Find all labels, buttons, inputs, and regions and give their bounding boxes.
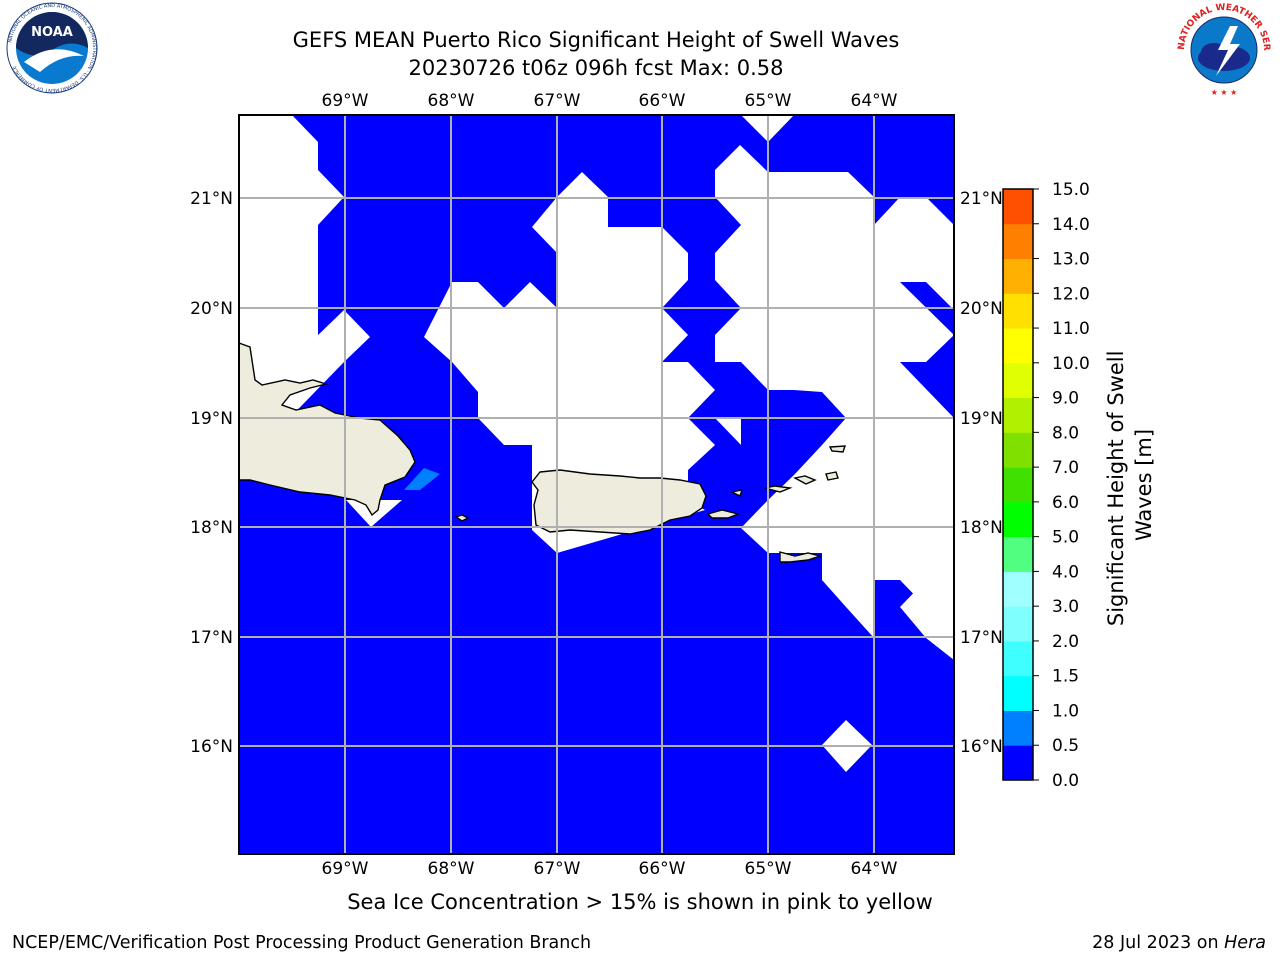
colorbar: 15.0 14.0 13.0 12.0 11.0 10.0 9.0 8.0 7.0 6.0 5.0 4… (1002, 180, 1156, 791)
footer-credit: NCEP/EMC/Verification Post Processing Pr… (12, 933, 592, 953)
colorbar-tick-label: 12.0 (1052, 284, 1090, 304)
st-croix-island (779, 551, 823, 563)
lon-label-bottom: 66°W (639, 859, 686, 879)
colorbar-cell (1003, 606, 1033, 642)
colorbar-tick-label: 0.5 (1052, 736, 1079, 756)
colorbar-tick-label: 1.5 (1052, 667, 1079, 687)
virgin-islands (729, 471, 839, 497)
footer-date-text: 28 Jul 2023 on (1092, 933, 1225, 953)
lon-label-top: 68°W (428, 91, 475, 111)
svg-text:★ ★ ★: ★ ★ ★ (1211, 88, 1238, 97)
colorbar-cell (1003, 467, 1033, 503)
colorbar-cell (1003, 293, 1033, 329)
title-line-1: GEFS MEAN Puerto Rico Significant Height… (292, 28, 900, 52)
map-plot-area (239, 115, 954, 854)
lon-label-top: 69°W (322, 91, 369, 111)
colorbar-tick-label: 11.0 (1052, 319, 1090, 339)
lon-label-bottom: 65°W (745, 859, 792, 879)
colorbar-label-line-2: Waves [m] (1132, 429, 1156, 541)
colorbar-tick-label: 5.0 (1052, 528, 1079, 548)
colorbar-label: Significant Height of Swell Waves [m] (1104, 344, 1156, 626)
colorbar-cell (1003, 675, 1033, 711)
lat-label-right: 20°N (960, 299, 1003, 319)
lat-label-left: 21°N (190, 189, 233, 209)
lon-label-top: 66°W (639, 91, 686, 111)
colorbar-cell (1003, 258, 1033, 294)
lat-label-left: 16°N (190, 737, 233, 757)
lat-label-right: 17°N (960, 628, 1003, 648)
colorbar-tick-label: 8.0 (1052, 423, 1079, 443)
colorbar-cell (1003, 223, 1033, 260)
lat-label-left: 17°N (190, 628, 233, 648)
lon-label-bottom: 67°W (534, 859, 581, 879)
colorbar-frame (1002, 188, 1034, 781)
no-data-regions (239, 115, 954, 772)
lat-label-left: 20°N (190, 299, 233, 319)
lon-label-top: 67°W (534, 91, 581, 111)
lon-label-top: 64°W (851, 91, 898, 111)
colorbar-tick-label: 7.0 (1052, 458, 1079, 478)
swell-band-0.5 (404, 468, 440, 490)
lat-label-right: 18°N (960, 518, 1003, 538)
colorbar-tick-label: 1.0 (1052, 701, 1079, 721)
colorbar-cell (1003, 745, 1033, 781)
lon-label-top: 65°W (745, 91, 792, 111)
colorbar-cell (1003, 397, 1033, 433)
colorbar-tick-label: 10.0 (1052, 354, 1090, 374)
colorbar-tick-label: 3.0 (1052, 597, 1079, 617)
map-frame (238, 114, 955, 855)
colorbar-cell (1003, 362, 1033, 399)
lat-label-left: 19°N (190, 409, 233, 429)
colorbar-label-line-1: Significant Height of Swell (1104, 351, 1128, 627)
lon-label-bottom: 64°W (851, 859, 898, 879)
colorbar-tick-label: 0.0 (1052, 771, 1079, 791)
nws-logo: NATIONAL WEATHER SERVICE ★ ★ ★ (1170, 0, 1271, 97)
colorbar-cell (1003, 328, 1033, 364)
lon-label-bottom: 68°W (428, 859, 475, 879)
lat-label-right: 21°N (960, 189, 1003, 209)
colorbar-cells (1003, 189, 1033, 781)
colorbar-cell (1003, 432, 1033, 468)
title-line-2: 20230726 t06z 096h fcst Max: 0.58 (408, 56, 784, 80)
colorbar-cell (1003, 571, 1033, 607)
mona-island (454, 514, 470, 522)
colorbar-tick-label: 4.0 (1052, 562, 1079, 582)
colorbar-tick-label: 14.0 (1052, 215, 1090, 235)
lat-label-right: 16°N (960, 737, 1003, 757)
vieques-island (706, 509, 741, 519)
colorbar-cell (1003, 640, 1033, 677)
colorbar-cell (1003, 536, 1033, 572)
colorbar-ticks: 15.0 14.0 13.0 12.0 11.0 10.0 9.0 8.0 7.0 6.0 5.0 4… (1033, 180, 1090, 791)
noaa-logo: NOAA NATIONAL OCEANIC AND ATMOSPHERIC AD… (6, 2, 98, 94)
lat-label-left: 18°N (190, 518, 233, 538)
sea-ice-caption: Sea Ice Concentration > 15% is shown in … (347, 890, 933, 914)
colorbar-tick-label: 9.0 (1052, 389, 1079, 409)
colorbar-tick-label: 2.0 (1052, 632, 1079, 652)
hispaniola-land (239, 342, 416, 517)
colorbar-cell (1003, 501, 1033, 538)
colorbar-cell (1003, 189, 1033, 225)
graticule (239, 115, 954, 854)
lat-label-right: 19°N (960, 409, 1003, 429)
noaa-logo-text: NOAA (31, 25, 73, 40)
lon-label-bottom: 69°W (322, 859, 369, 879)
colorbar-tick-label: 13.0 (1052, 250, 1090, 270)
anegada-island (828, 445, 846, 453)
colorbar-cell (1003, 710, 1033, 746)
chart-title: GEFS MEAN Puerto Rico Significant Height… (180, 26, 1012, 82)
colorbar-tick-label: 6.0 (1052, 493, 1079, 513)
footer-host: Hera (1224, 933, 1266, 953)
footer-date: 28 Jul 2023 on Hera (1092, 933, 1266, 953)
colorbar-tick-label: 15.0 (1052, 180, 1090, 200)
